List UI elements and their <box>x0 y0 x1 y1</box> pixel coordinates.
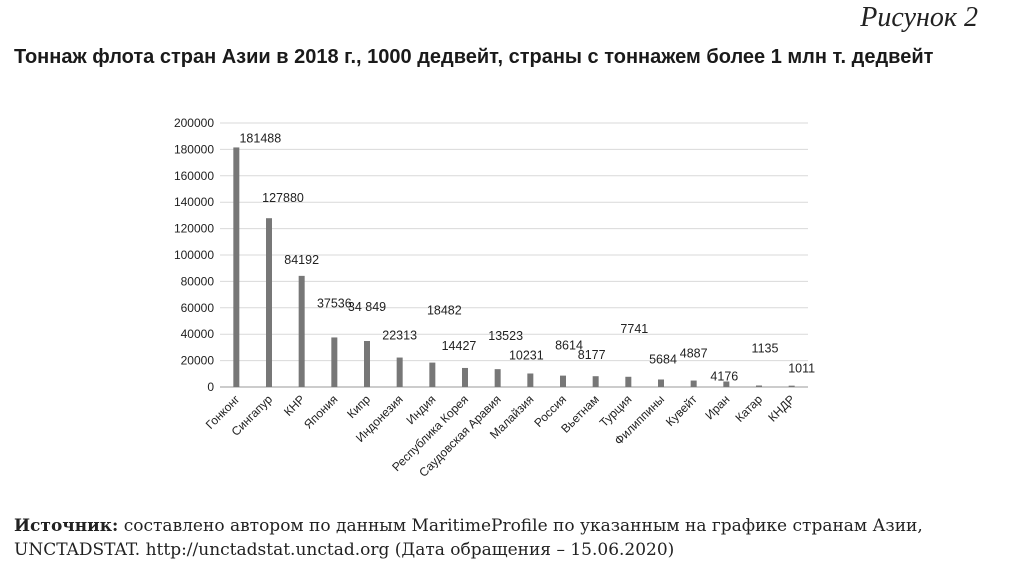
data-label: 1135 <box>752 342 779 356</box>
y-tick-label: 60000 <box>181 301 215 315</box>
data-label: 5684 <box>649 352 677 366</box>
bar <box>756 385 762 387</box>
bar <box>527 373 534 387</box>
data-label: 18482 <box>427 304 462 318</box>
bar <box>298 275 305 387</box>
bar <box>396 357 403 387</box>
x-category-label: Иран <box>702 392 732 422</box>
bar <box>592 376 599 387</box>
data-label: 34 849 <box>348 300 386 314</box>
data-label: 127880 <box>262 191 304 205</box>
gridlines <box>220 122 808 388</box>
data-label: 4176 <box>710 369 738 383</box>
y-tick-label: 160000 <box>174 169 214 183</box>
source-note: Источник: составлено автором по данным M… <box>14 514 1014 562</box>
bars <box>233 147 795 387</box>
x-category-label: Кувейт <box>663 392 700 429</box>
bar <box>233 147 240 387</box>
data-label: 22313 <box>382 329 417 343</box>
bar <box>560 375 566 387</box>
bar <box>494 369 501 387</box>
y-tick-label: 20000 <box>181 354 215 368</box>
bar <box>462 367 468 387</box>
bar <box>429 362 436 387</box>
x-category-label: Катар <box>733 392 766 425</box>
y-tick-label: 180000 <box>174 142 214 156</box>
y-tick-label: 0 <box>207 380 214 394</box>
y-axis-tick-labels: 0 20000 40000 60000 80000 100000 120000 140000 1… <box>174 116 214 394</box>
chart-title: Тоннаж флота стран Азии в 2018 г., 1000 … <box>14 46 934 68</box>
bar <box>788 385 795 387</box>
data-label: 10231 <box>509 348 544 362</box>
x-category-label: КНР <box>281 392 308 419</box>
bar <box>723 381 730 387</box>
bar <box>331 337 338 387</box>
y-tick-label: 120000 <box>174 222 214 236</box>
bar <box>364 340 370 387</box>
figure-label: Рисунок 2 <box>860 2 978 33</box>
data-label: 37536 <box>317 296 352 310</box>
y-tick-label: 200000 <box>174 116 214 130</box>
data-label: 13523 <box>488 329 523 343</box>
bar <box>625 376 632 387</box>
y-tick-label: 100000 <box>174 248 214 262</box>
data-label: 4887 <box>680 347 708 361</box>
x-category-label: Япония <box>301 392 340 431</box>
x-category-label: Кипр <box>344 392 373 421</box>
data-label: 7741 <box>620 322 648 336</box>
y-tick-label: 40000 <box>181 327 215 341</box>
bar <box>266 218 272 387</box>
data-label: 8177 <box>578 348 606 362</box>
source-text: составлено автором по данным MaritimePro… <box>14 516 923 560</box>
bar <box>658 379 664 387</box>
data-label: 1011 <box>788 362 815 376</box>
y-tick-label: 140000 <box>174 195 214 209</box>
y-tick-label: 80000 <box>181 274 215 288</box>
bar-chart: 0 20000 40000 60000 80000 100000 120000 140000 1… <box>174 116 815 480</box>
data-label: 181488 <box>239 131 281 145</box>
source-label: Источник: <box>14 516 119 536</box>
data-label: 84192 <box>284 253 319 267</box>
bar <box>690 380 697 387</box>
data-label: 14427 <box>442 339 477 353</box>
x-category-label: КНДР <box>765 392 797 424</box>
data-label: 8614 <box>555 339 583 353</box>
